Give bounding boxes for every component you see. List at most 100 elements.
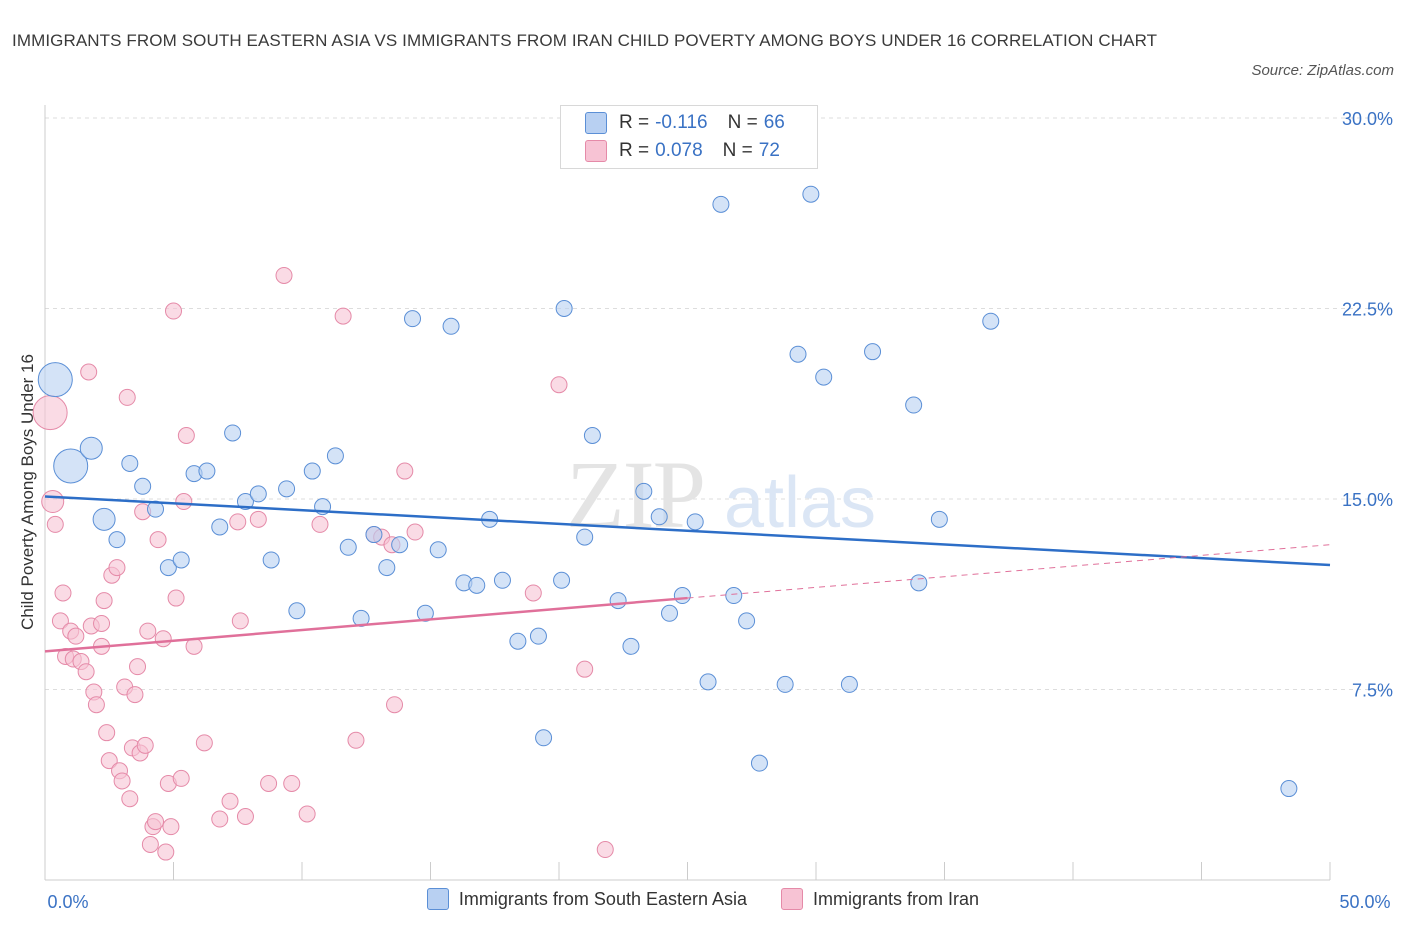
- point-iran: [80, 363, 98, 381]
- legend-item-iran[interactable]: Immigrants from Iran: [781, 888, 979, 910]
- legend-r-value: -0.116: [655, 112, 708, 133]
- point-iran: [41, 490, 65, 514]
- point-south-eastern-asia: [553, 571, 571, 589]
- point-iran: [121, 790, 139, 808]
- point-iran: [283, 774, 301, 792]
- point-south-eastern-asia: [650, 508, 668, 526]
- legend-r-label: R =: [619, 112, 650, 133]
- point-south-eastern-asia: [442, 317, 460, 335]
- legend-n-value: 72: [758, 140, 780, 161]
- point-south-eastern-asia: [172, 551, 190, 569]
- point-south-eastern-asia: [635, 482, 653, 500]
- chart-title: IMMIGRANTS FROM SOUTH EASTERN ASIA VS IM…: [12, 31, 1158, 50]
- point-iran: [154, 630, 172, 648]
- point-south-eastern-asia: [339, 538, 357, 556]
- point-iran: [249, 510, 267, 528]
- point-south-eastern-asia: [391, 536, 409, 554]
- x-axis-ticks: [44, 862, 1331, 880]
- point-south-eastern-asia: [673, 587, 691, 605]
- y-tick-label: 7.5%: [1352, 681, 1393, 701]
- point-iran: [172, 769, 190, 787]
- y-axis-tick-labels: 7.5% 15.0% 22.5% 30.0%: [1342, 109, 1393, 701]
- legend-swatch-blue: [426, 888, 449, 910]
- grid-lines: [45, 117, 1390, 690]
- point-iran: [298, 805, 316, 823]
- point-iran: [167, 589, 185, 607]
- point-iran: [126, 686, 144, 704]
- point-iran: [51, 612, 69, 630]
- chart-source: Source: ZipAtlas.com: [1251, 62, 1394, 79]
- legend-n-label: N =: [727, 112, 758, 133]
- point-south-eastern-asia: [493, 571, 511, 589]
- legend-swatch-blue: [585, 112, 607, 134]
- point-iran: [162, 818, 180, 836]
- point-iran: [386, 696, 404, 714]
- y-tick-label: 22.5%: [1342, 300, 1393, 320]
- point-south-eastern-asia: [121, 454, 139, 472]
- point-south-eastern-asia: [905, 396, 923, 414]
- point-iran: [596, 841, 614, 859]
- point-south-eastern-asia: [278, 480, 296, 498]
- point-south-eastern-asia: [134, 477, 152, 495]
- point-south-eastern-asia: [303, 462, 321, 480]
- point-iran: [275, 266, 293, 284]
- point-iran: [32, 395, 68, 431]
- point-iran: [231, 612, 249, 630]
- point-iran: [175, 493, 193, 511]
- point-south-eastern-asia: [555, 300, 573, 317]
- data-points: [32, 185, 1298, 861]
- point-iran: [95, 592, 113, 610]
- legend-r-value: 0.078: [655, 140, 703, 161]
- point-iran: [129, 658, 147, 676]
- trend-line-iran: [44, 596, 688, 653]
- point-iran: [195, 734, 213, 752]
- point-iran: [108, 559, 126, 577]
- point-south-eastern-asia: [930, 510, 948, 528]
- point-south-eastern-asia: [815, 368, 833, 386]
- point-iran: [141, 835, 159, 853]
- point-iran: [77, 663, 95, 681]
- legend-label: Immigrants from South Eastern Asia: [458, 888, 748, 909]
- point-south-eastern-asia: [661, 604, 679, 622]
- point-south-eastern-asia: [910, 574, 928, 592]
- point-south-eastern-asia: [365, 526, 383, 544]
- point-iran: [229, 513, 247, 531]
- legend-item-south-eastern-asia[interactable]: Immigrants from South Eastern Asia: [426, 888, 748, 910]
- point-south-eastern-asia: [404, 310, 422, 328]
- x-tick-label: 50.0%: [1339, 892, 1390, 912]
- point-iran: [177, 427, 195, 444]
- y-tick-label: 15.0%: [1342, 490, 1393, 510]
- correlation-legend: R = -0.116 N = 66 R = 0.078 N = 72: [560, 105, 818, 169]
- point-iran: [396, 462, 414, 480]
- point-iran: [221, 792, 239, 810]
- series-legend: Immigrants from South Eastern Asia Immig…: [0, 888, 1406, 910]
- trend-line-south-eastern-asia: [44, 495, 1331, 567]
- point-iran: [98, 724, 116, 742]
- point-south-eastern-asia: [982, 312, 1000, 330]
- point-iran: [147, 813, 165, 831]
- point-south-eastern-asia: [802, 185, 820, 203]
- point-south-eastern-asia: [725, 587, 743, 605]
- point-south-eastern-asia: [378, 559, 396, 577]
- point-south-eastern-asia: [529, 627, 547, 645]
- point-iran: [87, 696, 105, 714]
- point-iran: [211, 810, 229, 828]
- watermark-atlas: atlas: [724, 463, 876, 543]
- point-iran: [149, 531, 167, 549]
- y-tick-label: 30.0%: [1342, 109, 1393, 129]
- point-south-eastern-asia: [92, 507, 116, 531]
- point-south-eastern-asia: [326, 447, 344, 465]
- legend-n-value: 66: [763, 112, 785, 133]
- point-south-eastern-asia: [108, 531, 126, 549]
- legend-row-south-eastern-asia: R = -0.116 N = 66: [585, 112, 785, 134]
- point-south-eastern-asia: [37, 362, 73, 398]
- point-south-eastern-asia: [236, 493, 254, 511]
- point-south-eastern-asia: [686, 513, 704, 531]
- point-iran: [311, 515, 329, 533]
- x-axis-tick-labels: 0.0% 50.0%: [47, 892, 1390, 912]
- point-iran: [118, 388, 136, 406]
- point-south-eastern-asia: [509, 632, 527, 650]
- point-south-eastern-asia: [738, 612, 756, 630]
- point-south-eastern-asia: [1280, 780, 1298, 798]
